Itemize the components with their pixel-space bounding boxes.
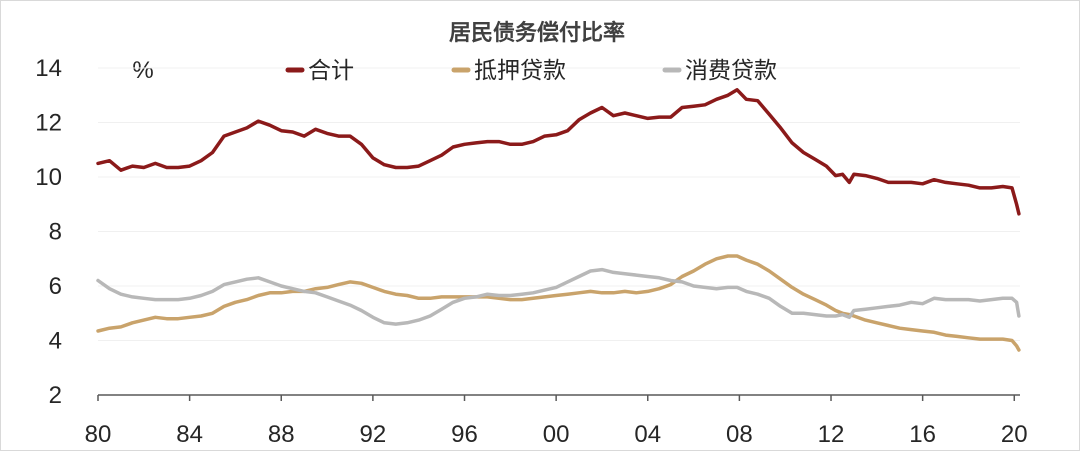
y-tick-label: 10	[35, 164, 62, 191]
series-line-2	[96, 254, 1021, 352]
y-tick-label: 6	[49, 273, 62, 300]
series-lines	[96, 88, 1021, 352]
y-tick-label: 14	[35, 55, 62, 82]
y-tick-label: 12	[35, 110, 62, 137]
axes: 2 4 6 8 10 12 14 80 84 88 92 96 00 04 08 12 16 20	[35, 55, 1027, 448]
x-tick-label: 04	[634, 421, 661, 448]
chart-title: 居民债务偿付比率	[449, 20, 625, 46]
series-line-1	[96, 88, 1021, 216]
x-tick-label: 20	[1001, 421, 1028, 448]
x-tick-label: 88	[268, 421, 295, 448]
gridlines	[98, 67, 1020, 341]
x-tick-label: 84	[176, 421, 203, 448]
x-tick-label: 96	[451, 421, 478, 448]
legend-label-3: 消费贷款	[685, 58, 777, 84]
x-tick-label: 92	[360, 421, 387, 448]
series-line-3	[96, 267, 1021, 326]
y-tick-label: 8	[49, 219, 62, 246]
legend-label-1: 合计	[308, 58, 354, 84]
y-tick-label: 2	[49, 382, 62, 409]
legend: 合计 抵押贷款 消费贷款	[285, 58, 777, 84]
x-tick-label: 12	[818, 421, 845, 448]
legend-label-2: 抵押贷款	[474, 58, 566, 84]
y-unit-label: %	[132, 57, 153, 84]
x-tick-label: 80	[85, 421, 112, 448]
x-tick-label: 16	[909, 421, 936, 448]
x-tick-label: 00	[543, 421, 570, 448]
x-tick-label: 08	[726, 421, 753, 448]
y-tick-label: 4	[49, 328, 62, 355]
